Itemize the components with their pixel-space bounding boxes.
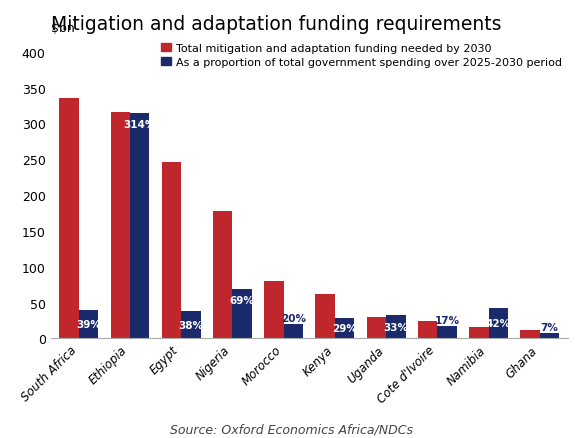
Bar: [418, 321, 437, 339]
Text: 38%: 38%: [178, 320, 203, 330]
Bar: [181, 311, 201, 339]
Legend: Total mitigation and adaptation funding needed by 2030, As a proportion of total: Total mitigation and adaptation funding …: [161, 44, 563, 68]
Bar: [79, 311, 98, 339]
Bar: [233, 289, 252, 339]
Bar: [161, 162, 181, 339]
Text: 33%: 33%: [384, 322, 408, 332]
Bar: [469, 327, 489, 339]
Bar: [111, 113, 130, 339]
Text: 69%: 69%: [230, 295, 255, 305]
Text: Source: Oxford Economics Africa/NDCs: Source: Oxford Economics Africa/NDCs: [170, 423, 413, 436]
Text: 29%: 29%: [332, 323, 357, 333]
Bar: [284, 324, 303, 339]
Bar: [521, 331, 540, 339]
Bar: [59, 99, 79, 339]
Text: 39%: 39%: [76, 320, 101, 330]
Text: $bn: $bn: [51, 22, 75, 35]
Text: 7%: 7%: [540, 322, 559, 332]
Bar: [437, 326, 457, 339]
Text: 314%: 314%: [124, 120, 156, 130]
Text: 42%: 42%: [486, 318, 511, 328]
Bar: [335, 318, 354, 339]
Bar: [264, 281, 284, 339]
Bar: [213, 211, 233, 339]
Bar: [367, 317, 386, 339]
Text: 20%: 20%: [281, 313, 306, 323]
Bar: [540, 334, 559, 339]
Bar: [315, 294, 335, 339]
Bar: [386, 315, 406, 339]
Text: Mitigation and adaptation funding requirements: Mitigation and adaptation funding requir…: [51, 15, 501, 34]
Text: 17%: 17%: [434, 315, 459, 325]
Bar: [489, 308, 508, 339]
Bar: [130, 114, 149, 339]
